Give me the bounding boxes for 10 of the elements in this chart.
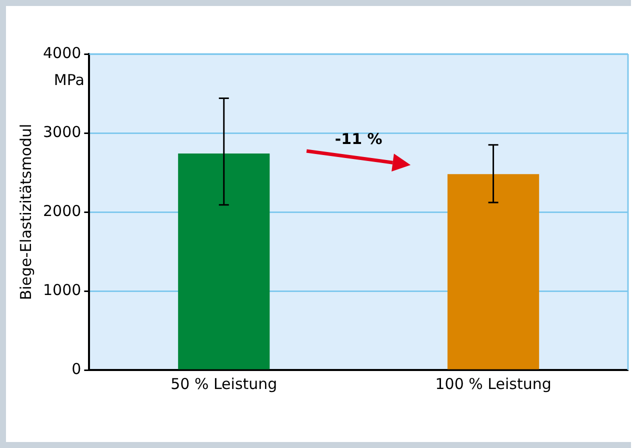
y-axis-title: Biege-Elastizitätsmodul [16,124,35,300]
y-tick-label: 3000 [42,122,82,141]
x-tick-label: 50 % Leistung [170,374,278,393]
y-tick-label: 4000 [42,44,82,62]
text: MPa [54,70,84,89]
y-tick-label: 1000 [42,280,82,299]
annotation: -11 % [334,130,382,148]
y-tick-label: 0 [72,360,82,378]
x-tick-label: 100 % Leistung [435,374,552,393]
y-tick-label: 2000 [42,202,82,220]
